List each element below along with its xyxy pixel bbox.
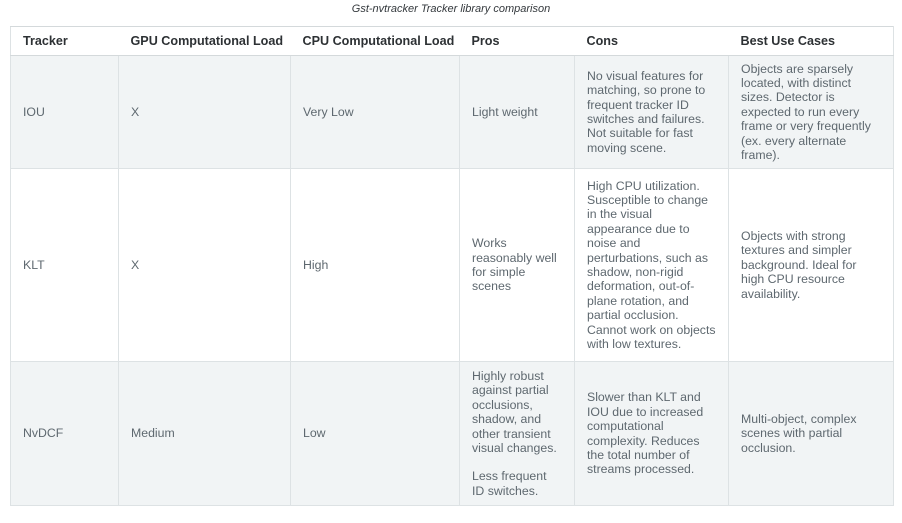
tracker-cell: IOU (10, 55, 119, 169)
column-header-best-use-cases: Best Use Cases (728, 26, 894, 56)
table-caption: Gst-nvtracker Tracker library comparison (351, 3, 551, 15)
table-body: IOU X Very Low Light weight No visual featur… (10, 55, 894, 506)
cons-cell: Slower than KLT and IOU due to increased… (574, 361, 729, 506)
pros-paragraph: Light weight (472, 104, 538, 119)
tracker-comparison-table: Tracker GPU Computational Load CPU Computa… (10, 26, 894, 506)
best-use-cases-cell: Multi-object, complex scenes with partia… (728, 361, 894, 506)
pros-cell: Works reasonably well for simple scenes (459, 168, 575, 362)
best-use-cases-cell: Objects with strong textures and simpler… (728, 168, 894, 362)
header-row: Tracker GPU Computational Load CPU Computa… (10, 26, 894, 56)
gpu-load-cell: X (118, 168, 291, 362)
cons-cell: No visual features for matching, so pron… (574, 55, 729, 169)
column-header-cons: Cons (574, 26, 729, 56)
cpu-load-cell: High (290, 168, 460, 362)
gpu-load-cell: Medium (118, 361, 291, 506)
pros-paragraph: Less frequent ID switches. (472, 469, 547, 498)
tracker-cell: KLT (10, 168, 119, 362)
column-header-pros: Pros (459, 26, 575, 56)
tracker-cell: NvDCF (10, 361, 119, 506)
cons-cell: High CPU utilization. Susceptible to cha… (574, 168, 729, 362)
cpu-load-cell: Very Low (290, 55, 460, 169)
pros-cell: Highly robust against partial occlusions… (459, 361, 575, 506)
column-header-cpu-computational-load: CPU Computational Load (290, 26, 460, 56)
table-row: KLT X High Works reasonably well for simple… (10, 168, 894, 362)
column-header-gpu-computational-load: GPU Computational Load (118, 26, 291, 56)
cpu-load-cell: Low (290, 361, 460, 506)
pros-cell: Light weight (459, 55, 575, 169)
pros-paragraph: Highly robust against partial occlusions… (472, 368, 557, 455)
pros-paragraph: Works reasonably well for simple scenes (472, 236, 557, 294)
table-row: NvDCF Medium Low Highly robust against part… (10, 361, 894, 506)
gpu-load-cell: X (118, 55, 291, 169)
table-row: IOU X Very Low Light weight No visual featur… (10, 55, 894, 169)
best-use-cases-cell: Objects are sparsely located, with disti… (728, 55, 894, 169)
column-header-tracker: Tracker (10, 26, 119, 56)
